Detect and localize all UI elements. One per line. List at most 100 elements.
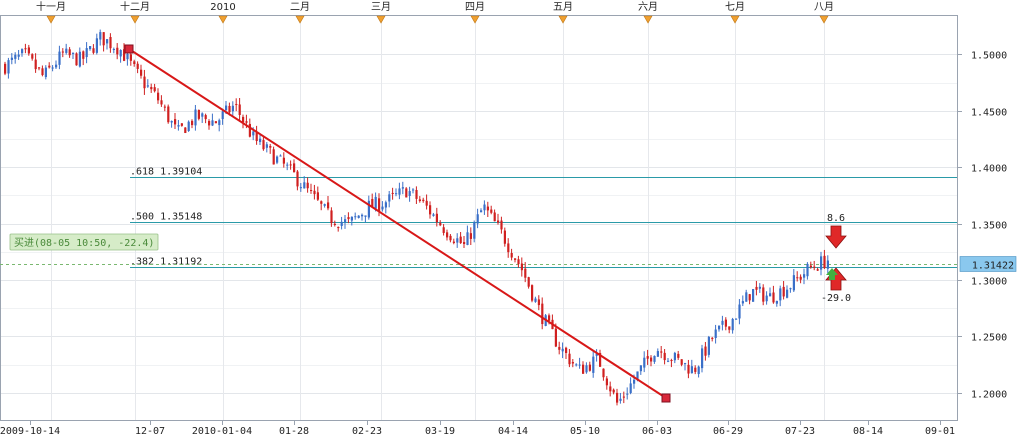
candle-body [792, 275, 795, 291]
candle-body [191, 120, 194, 126]
candle-body [242, 116, 245, 123]
candle-body [724, 319, 727, 327]
candle-body [75, 53, 78, 66]
candle-body [656, 351, 659, 357]
candle-body [364, 215, 367, 217]
candle-body [541, 303, 544, 325]
candle-body [405, 188, 408, 198]
candle-body [809, 265, 812, 268]
candle-body [208, 120, 211, 126]
candle-body [252, 131, 255, 136]
candle-body [439, 222, 442, 226]
candle-body [704, 346, 707, 356]
candle-body [762, 287, 765, 302]
trendline-start-handle [124, 44, 134, 54]
price-tag-label: 1.31422 [972, 261, 1014, 272]
candle-body [119, 50, 122, 57]
trendline [128, 48, 667, 399]
month-marker-icon [295, 15, 305, 24]
candle-body [14, 54, 17, 59]
candle-body [667, 360, 670, 362]
candle-body [731, 318, 734, 331]
candle-body [146, 85, 149, 87]
candle-body [201, 113, 204, 117]
month-label: 五月 [553, 1, 573, 13]
candle-body [27, 47, 30, 54]
candle-body [170, 120, 173, 123]
month-label: 2010 [210, 2, 235, 13]
candle-body [412, 189, 415, 191]
date-label: 08-14 [853, 426, 883, 437]
candle-body [180, 123, 183, 126]
candle-body [150, 87, 153, 90]
buy-signal-label: -29.0 [821, 293, 851, 304]
candle-body [782, 286, 785, 297]
month-marker-icon [819, 15, 829, 24]
month-label: 十二月 [120, 0, 150, 13]
candle-body [259, 138, 262, 143]
y-tick-label: 1.2000 [971, 390, 1007, 401]
candle-body [609, 386, 612, 392]
trendline-group [124, 44, 671, 403]
candle-body [38, 67, 41, 69]
candle-body [466, 232, 469, 245]
candle-body [480, 210, 483, 213]
candle-body [646, 356, 649, 359]
month-marker-icon [558, 15, 568, 24]
candle-body [626, 393, 629, 395]
candle-body [286, 164, 289, 166]
candle-body [197, 109, 200, 119]
y-tick-label: 1.4000 [971, 164, 1007, 175]
candlestick-series [4, 29, 829, 406]
candle-body [10, 57, 13, 60]
candle-body [813, 266, 816, 268]
candle-body [289, 164, 292, 166]
candle-body [633, 379, 636, 384]
date-label: 04-14 [498, 426, 528, 437]
candle-body [106, 39, 109, 44]
month-marker-icon [376, 15, 386, 24]
candle-body [174, 119, 177, 125]
candle-body [143, 76, 146, 89]
candle-body [687, 364, 690, 374]
candle-body [163, 106, 166, 108]
date-label: 2010-01-04 [192, 426, 252, 437]
candle-body [157, 92, 160, 101]
date-label: 12-07 [135, 426, 165, 437]
candle-body [585, 365, 588, 373]
candle-body [799, 276, 802, 280]
candle-body [639, 365, 642, 372]
candle-body [418, 199, 421, 201]
candle-body [187, 121, 190, 131]
candle-body [670, 360, 673, 362]
month-marker-icon [218, 15, 228, 24]
month-label: 四月 [465, 1, 485, 13]
candle-body [391, 192, 394, 194]
candle-body [133, 61, 136, 65]
candle-body [425, 200, 428, 206]
date-label: 09-01 [925, 426, 955, 437]
candle-body [636, 371, 639, 380]
candle-body [34, 59, 37, 70]
candle-body [568, 353, 571, 365]
candle-body [48, 65, 51, 68]
candle-body [85, 48, 88, 58]
candle-body [483, 204, 486, 211]
candle-body [820, 256, 823, 270]
candle-body [102, 32, 105, 46]
candle-body [503, 230, 506, 244]
price-tag-background [959, 256, 1017, 272]
month-label: 六月 [638, 1, 658, 13]
candle-body [361, 214, 364, 217]
candle-body [728, 326, 731, 330]
candle-body [61, 51, 64, 53]
candle-body [330, 210, 333, 224]
sell-signal-label: 8.6 [827, 213, 845, 224]
candle-body [531, 285, 534, 301]
date-label: 01-28 [279, 426, 309, 437]
candle-body [231, 105, 234, 112]
candle-body [136, 63, 139, 69]
candle-body [558, 346, 561, 350]
candle-body [378, 198, 381, 212]
candle-body [129, 54, 132, 61]
